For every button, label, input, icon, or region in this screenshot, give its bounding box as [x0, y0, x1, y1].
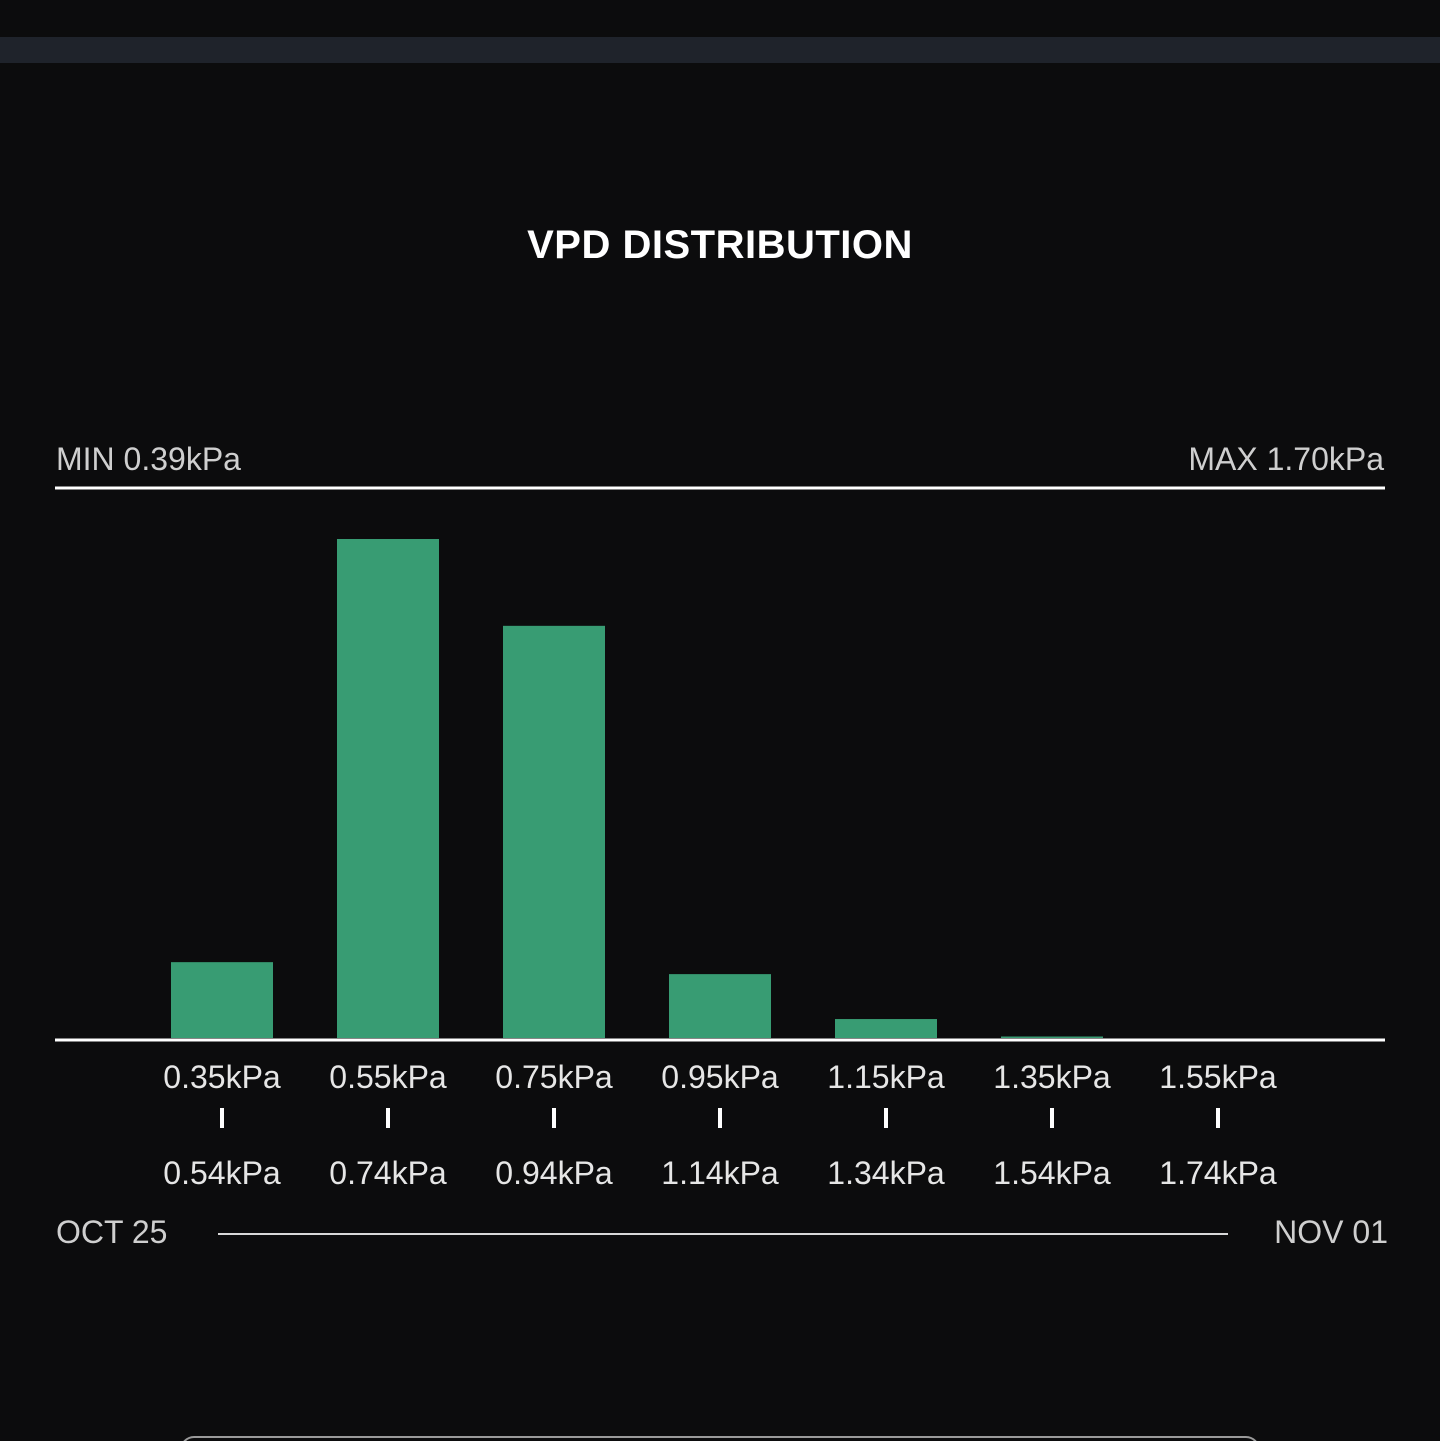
date-start-label[interactable]: OCT 25 [56, 1214, 168, 1250]
max-vpd-label: MAX 1.70kPa [1188, 441, 1384, 477]
bin-labels-group: 0.35kPa 0.54kPa 0.55kPa 0.74kPa 0.75kPa 0.94k… [163, 1059, 1277, 1191]
date-end-label[interactable]: NOV 01 [1274, 1214, 1388, 1250]
bin-from-label-1: 0.35kPa [163, 1059, 281, 1095]
bin-from-label-5: 1.15kPa [827, 1059, 945, 1095]
bin-to-label-5: 1.34kPa [827, 1155, 945, 1191]
bottom-card-edge [180, 1436, 1260, 1441]
histogram-bar-6[interactable] [1001, 1036, 1103, 1038]
bin-to-label-2: 0.74kPa [329, 1155, 447, 1191]
chart-title: VPD DISTRIBUTION [527, 223, 913, 267]
bars-group [171, 539, 1103, 1038]
histogram-bar-5[interactable] [835, 1019, 937, 1038]
bin-to-label-6: 1.54kPa [993, 1155, 1111, 1191]
top-bar [0, 37, 1440, 63]
histogram-bar-1[interactable] [171, 962, 273, 1038]
histogram-bar-4[interactable] [669, 974, 771, 1038]
bin-to-label-1: 0.54kPa [163, 1155, 281, 1191]
vpd-histogram: 0.35kPa 0.54kPa 0.55kPa 0.74kPa 0.75kPa 0.94k… [55, 486, 1385, 1235]
bin-from-label-2: 0.55kPa [329, 1059, 447, 1095]
bin-from-label-3: 0.75kPa [495, 1059, 613, 1095]
bin-to-label-7: 1.74kPa [1159, 1155, 1277, 1191]
bin-from-label-7: 1.55kPa [1159, 1059, 1277, 1095]
histogram-bar-3[interactable] [503, 625, 605, 1038]
bin-to-label-3: 0.94kPa [495, 1155, 613, 1191]
min-vpd-label: MIN 0.39kPa [56, 441, 241, 477]
bin-from-label-6: 1.35kPa [993, 1059, 1111, 1095]
bin-to-label-4: 1.14kPa [661, 1155, 779, 1191]
bin-from-label-4: 0.95kPa [661, 1059, 779, 1095]
histogram-bar-2[interactable] [337, 539, 439, 1038]
